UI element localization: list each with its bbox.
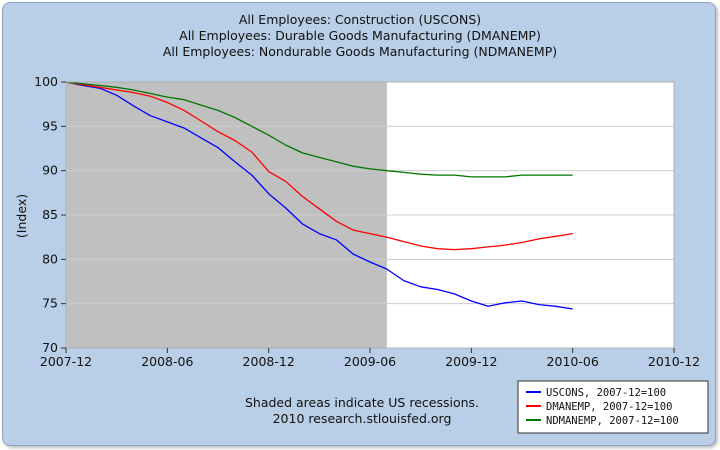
y-tick-label: 85 (42, 207, 58, 222)
y-tick-label: 75 (42, 296, 58, 311)
series-line-uscons (65, 81, 573, 310)
chart-title-3: All Employees: Nondurable Goods Manufact… (163, 44, 557, 59)
x-axis-ticks: 2007-12 2008-06 2008-12 2009-06 2009-12 2010-… (40, 348, 700, 369)
legend-box (517, 380, 709, 434)
legend-label-uscons: USCONS, 2007-12=100 (546, 387, 666, 399)
series-line-dmanemp (65, 81, 573, 251)
y-tick-label: 70 (42, 340, 58, 355)
x-tick-label: 2009-06 (344, 354, 396, 369)
x-tick-label: 2009-12 (445, 354, 497, 369)
y-tick-label: 80 (42, 251, 58, 266)
y-tick-label: 95 (42, 118, 58, 133)
source-note: 2010 research.stlouisfed.org (273, 411, 452, 426)
legend-label-dmanemp: DMANEMP, 2007-12=100 (546, 401, 672, 413)
y-tick-label: 90 (42, 163, 58, 178)
recession-note: Shaded areas indicate US recessions. (245, 395, 479, 410)
y-axis-label: (Index) (14, 194, 29, 238)
x-tick-label: 2010-06 (547, 354, 599, 369)
x-tick-label: 2008-12 (243, 354, 295, 369)
series-line-ndmanemp (65, 81, 573, 178)
x-tick-label: 2008-06 (141, 354, 193, 369)
gridlines (66, 125, 674, 305)
x-tick-label: 2007-12 (40, 354, 92, 369)
y-axis-ticks: 70 75 80 85 90 95 100 (34, 74, 66, 355)
chart-title-2: All Employees: Durable Goods Manufacturi… (179, 28, 541, 43)
chart-title-1: All Employees: Construction (USCONS) (239, 12, 481, 27)
legend: USCONS, 2007-12=100 DMANEMP, 2007-12=100… (517, 380, 709, 434)
x-tick-label: 2010-12 (648, 354, 700, 369)
plot-area (65, 81, 675, 349)
legend-label-ndmanemp: NDMANEMP, 2007-12=100 (546, 415, 679, 427)
series-lines (65, 81, 573, 310)
y-tick-label: 100 (34, 74, 58, 89)
